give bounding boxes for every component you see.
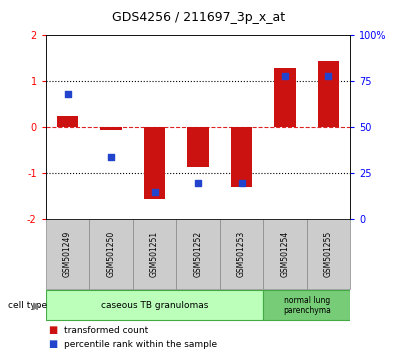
Text: ▶: ▶ bbox=[33, 300, 41, 310]
Bar bbox=[100, 127, 122, 130]
Bar bbox=[263, 290, 350, 320]
Bar bbox=[46, 219, 89, 289]
Text: ■: ■ bbox=[48, 339, 57, 349]
Text: normal lung
parenchyma: normal lung parenchyma bbox=[283, 296, 331, 315]
Text: GSM501254: GSM501254 bbox=[281, 231, 289, 277]
Bar bbox=[133, 219, 176, 289]
Point bbox=[151, 189, 158, 195]
Text: GSM501250: GSM501250 bbox=[107, 231, 115, 277]
Text: caseous TB granulomas: caseous TB granulomas bbox=[101, 301, 208, 310]
Text: GSM501251: GSM501251 bbox=[150, 231, 159, 277]
Text: GSM501253: GSM501253 bbox=[237, 231, 246, 277]
Text: percentile rank within the sample: percentile rank within the sample bbox=[64, 340, 217, 349]
Point bbox=[108, 154, 114, 160]
Text: GDS4256 / 211697_3p_x_at: GDS4256 / 211697_3p_x_at bbox=[113, 11, 285, 24]
Text: GSM501252: GSM501252 bbox=[193, 231, 203, 277]
Text: GSM501249: GSM501249 bbox=[63, 231, 72, 277]
Text: GSM501255: GSM501255 bbox=[324, 231, 333, 277]
Bar bbox=[46, 290, 263, 320]
Bar bbox=[274, 68, 296, 127]
Bar bbox=[57, 116, 78, 127]
Text: cell type: cell type bbox=[8, 301, 47, 310]
Point bbox=[238, 180, 245, 185]
Point bbox=[325, 73, 332, 79]
Point bbox=[282, 73, 288, 79]
Bar bbox=[230, 127, 252, 187]
Bar bbox=[318, 61, 339, 127]
Text: transformed count: transformed count bbox=[64, 326, 148, 335]
Bar bbox=[307, 219, 350, 289]
Bar bbox=[220, 219, 263, 289]
Point bbox=[64, 91, 71, 97]
Bar bbox=[144, 127, 166, 199]
Point bbox=[195, 180, 201, 185]
Bar bbox=[187, 127, 209, 167]
Text: ■: ■ bbox=[48, 325, 57, 335]
Bar bbox=[89, 219, 133, 289]
Bar bbox=[263, 219, 307, 289]
Bar bbox=[176, 219, 220, 289]
